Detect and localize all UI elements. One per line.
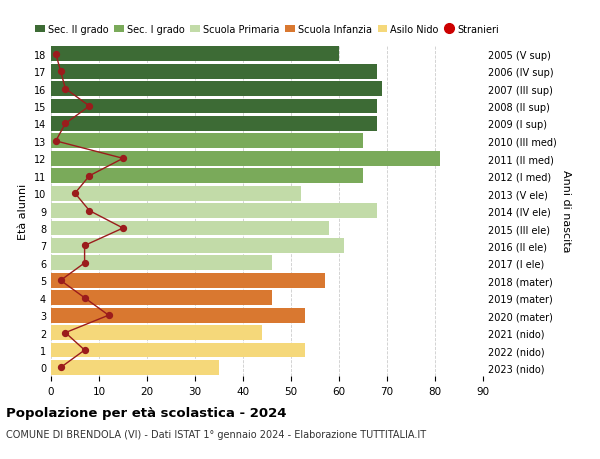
- Bar: [51, 186, 301, 201]
- Bar: [51, 117, 377, 132]
- Point: [56, 277, 65, 285]
- Point: [85, 103, 94, 111]
- Bar: [51, 65, 377, 79]
- Point: [85, 207, 94, 215]
- Bar: [51, 100, 377, 114]
- Bar: [51, 325, 262, 340]
- Point: [85, 173, 94, 180]
- Legend: Sec. II grado, Sec. I grado, Scuola Primaria, Scuola Infanzia, Asilo Nido, Stran: Sec. II grado, Sec. I grado, Scuola Prim…: [35, 24, 499, 34]
- Bar: [51, 221, 329, 236]
- Point: [118, 225, 128, 232]
- Text: Popolazione per età scolastica - 2024: Popolazione per età scolastica - 2024: [6, 406, 287, 419]
- Y-axis label: Anni di nascita: Anni di nascita: [560, 170, 571, 252]
- Point: [70, 190, 80, 197]
- Y-axis label: Età alunni: Età alunni: [18, 183, 28, 239]
- Text: COMUNE DI BRENDOLA (VI) - Dati ISTAT 1° gennaio 2024 - Elaborazione TUTTITALIA.I: COMUNE DI BRENDOLA (VI) - Dati ISTAT 1° …: [6, 429, 426, 439]
- Bar: [51, 204, 377, 218]
- Point: [80, 347, 89, 354]
- Point: [80, 294, 89, 302]
- Bar: [51, 273, 325, 288]
- Bar: [51, 343, 305, 358]
- Bar: [51, 291, 272, 306]
- Point: [104, 312, 113, 319]
- Bar: [51, 151, 440, 166]
- Bar: [51, 47, 339, 62]
- Point: [61, 86, 70, 93]
- Bar: [51, 134, 363, 149]
- Point: [61, 121, 70, 128]
- Point: [80, 242, 89, 250]
- Bar: [51, 256, 272, 271]
- Bar: [51, 360, 219, 375]
- Bar: [51, 308, 305, 323]
- Point: [51, 51, 61, 58]
- Bar: [51, 82, 382, 97]
- Bar: [51, 239, 344, 253]
- Bar: [51, 169, 363, 184]
- Point: [61, 329, 70, 336]
- Point: [51, 138, 61, 145]
- Point: [118, 155, 128, 162]
- Point: [56, 68, 65, 76]
- Point: [80, 260, 89, 267]
- Point: [56, 364, 65, 371]
